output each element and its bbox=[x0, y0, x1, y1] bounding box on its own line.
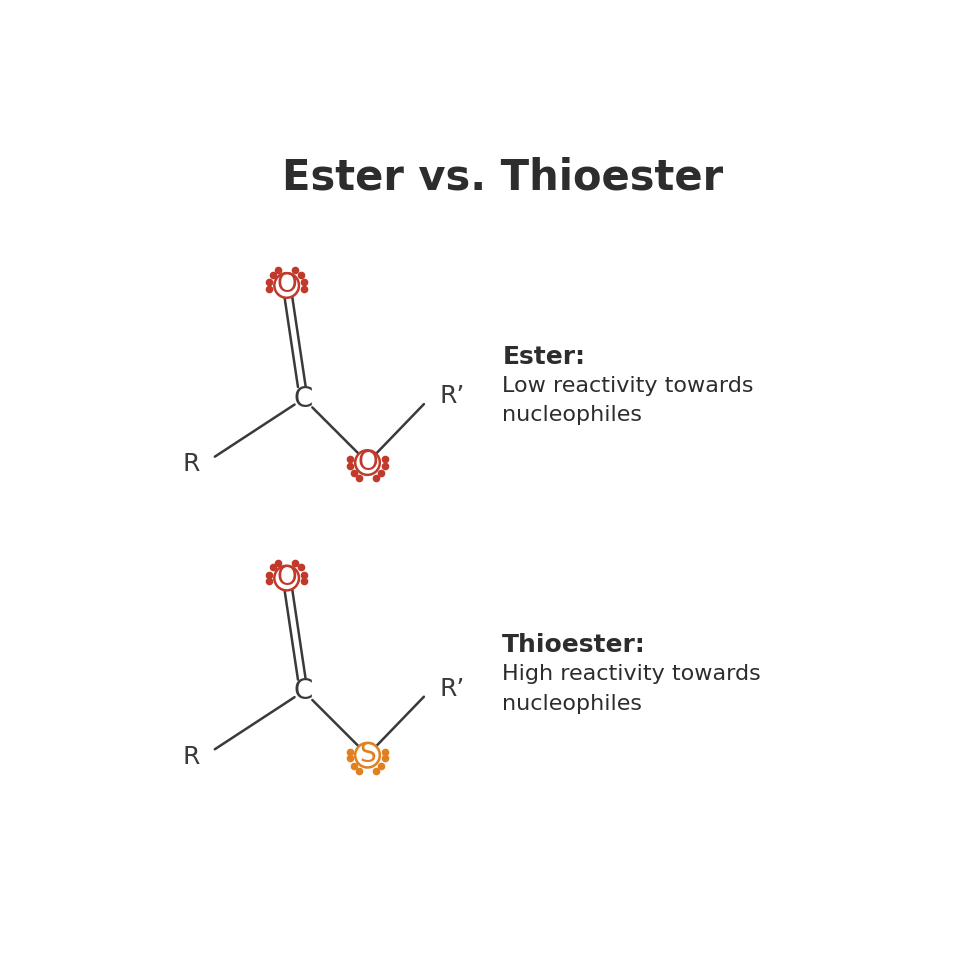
Text: Ester vs. Thioester: Ester vs. Thioester bbox=[281, 157, 723, 199]
Text: High reactivity towards
nucleophiles: High reactivity towards nucleophiles bbox=[503, 664, 761, 713]
Text: R’: R’ bbox=[439, 384, 465, 409]
Text: S: S bbox=[359, 742, 376, 768]
Text: O: O bbox=[276, 272, 297, 299]
Text: R’: R’ bbox=[439, 677, 465, 701]
Text: O: O bbox=[276, 565, 297, 591]
Circle shape bbox=[274, 273, 299, 298]
Text: R: R bbox=[182, 745, 200, 768]
Circle shape bbox=[355, 450, 380, 475]
Circle shape bbox=[355, 743, 380, 767]
Text: Thioester:: Thioester: bbox=[503, 633, 646, 658]
Text: C: C bbox=[294, 384, 314, 413]
Circle shape bbox=[274, 565, 299, 590]
Text: Ester:: Ester: bbox=[503, 345, 585, 368]
Text: C: C bbox=[294, 677, 314, 706]
Text: Low reactivity towards
nucleophiles: Low reactivity towards nucleophiles bbox=[503, 375, 754, 425]
Text: R: R bbox=[182, 452, 200, 476]
Text: O: O bbox=[357, 450, 378, 475]
